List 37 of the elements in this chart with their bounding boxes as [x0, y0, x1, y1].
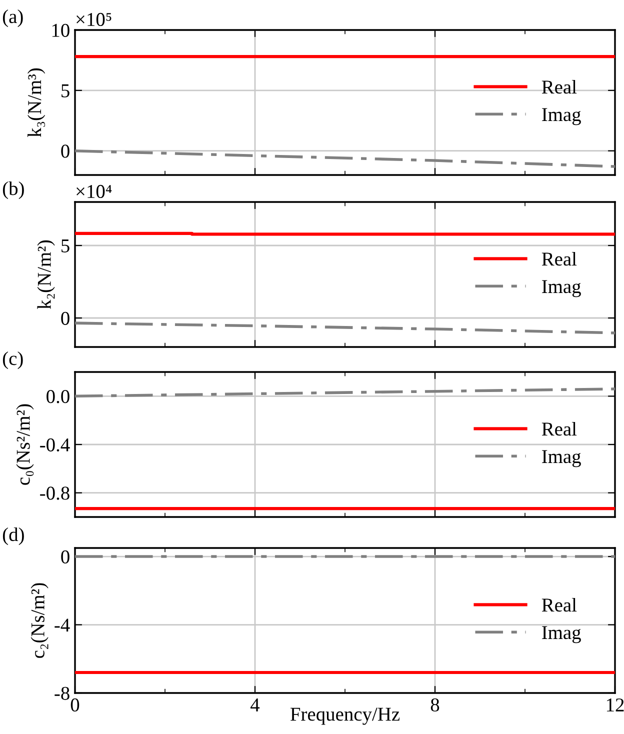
line-series	[75, 149, 615, 168]
legend-label: Imag	[542, 280, 581, 298]
x-tick-label: 4	[250, 698, 260, 712]
legend-label: Real	[542, 598, 577, 612]
y-axis-title: k₂(N/m²)	[37, 240, 55, 310]
legend-label: Imag	[542, 626, 581, 644]
y-tick-label: -0.8	[40, 486, 70, 500]
legend-label: Real	[542, 252, 577, 266]
line-series	[75, 322, 615, 334]
text: (a)	[2, 9, 23, 28]
x-tick-label: 8	[430, 698, 440, 712]
x-tick-label: 12	[606, 698, 624, 712]
line-series	[75, 388, 615, 398]
y-axis-title: k₃(N/m³)	[28, 68, 46, 138]
y-tick-label: 10	[52, 24, 70, 37]
y-tick-label: 0	[61, 144, 70, 158]
y-tick-label: 0	[61, 550, 70, 564]
text: ×10⁴	[76, 184, 112, 198]
legend-label: Imag	[542, 450, 581, 468]
y-axis-title: c₂(Ns/m²)	[30, 583, 48, 658]
y-tick-label: -8	[54, 686, 70, 700]
text: (b)	[2, 181, 24, 200]
y-tick-label: 5	[62, 84, 70, 98]
y-tick-label: -0.4	[40, 438, 70, 452]
text: (d)	[2, 527, 24, 546]
legend-label: Real	[542, 422, 577, 436]
x-axis-title: Frequency/Hz	[290, 708, 400, 725]
legend-label: Imag	[542, 108, 581, 126]
x-tick-label: 0	[70, 698, 80, 712]
text: (c)	[2, 351, 23, 370]
y-tick-label: 0	[61, 312, 70, 325]
y-tick-label: 0.0	[46, 390, 70, 404]
y-tick-label: -4	[54, 618, 70, 632]
legend-label: Real	[542, 80, 577, 94]
y-axis-title: c₀(Ns²/m²)	[16, 404, 34, 485]
text: ×10⁵	[76, 12, 112, 26]
y-tick-label: 5	[62, 240, 70, 252]
